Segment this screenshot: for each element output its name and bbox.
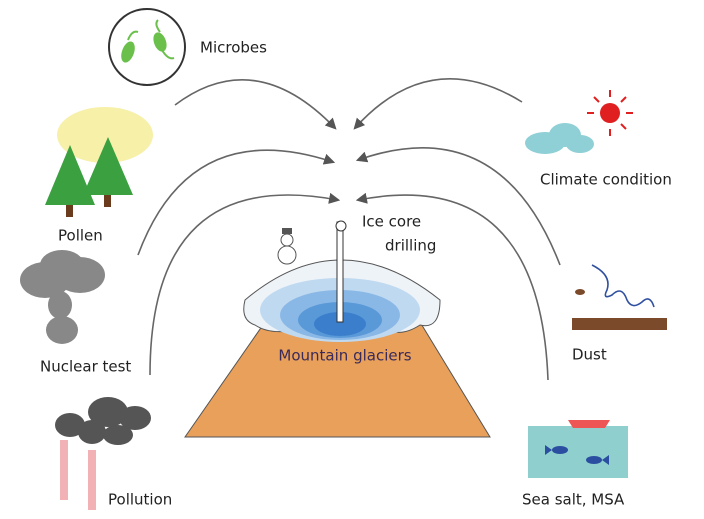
label-glaciers: Mountain glaciers	[278, 347, 411, 365]
diagram: Microbes Climate condition Pollen Dust N…	[0, 0, 704, 519]
annotation-line: Ice core	[362, 213, 421, 231]
label-pollen: Pollen	[58, 227, 103, 245]
microbes-icon	[109, 9, 185, 85]
label-climate: Climate condition	[540, 171, 672, 189]
annotation-line: drilling	[385, 237, 436, 255]
label-dust: Dust	[572, 346, 607, 364]
sea-icon	[528, 420, 628, 478]
label-microbes: Microbes	[200, 39, 267, 57]
label-pollution: Pollution	[108, 491, 172, 509]
label-sea: Sea salt, MSA	[522, 491, 625, 509]
label-nuclear: Nuclear test	[40, 358, 131, 376]
